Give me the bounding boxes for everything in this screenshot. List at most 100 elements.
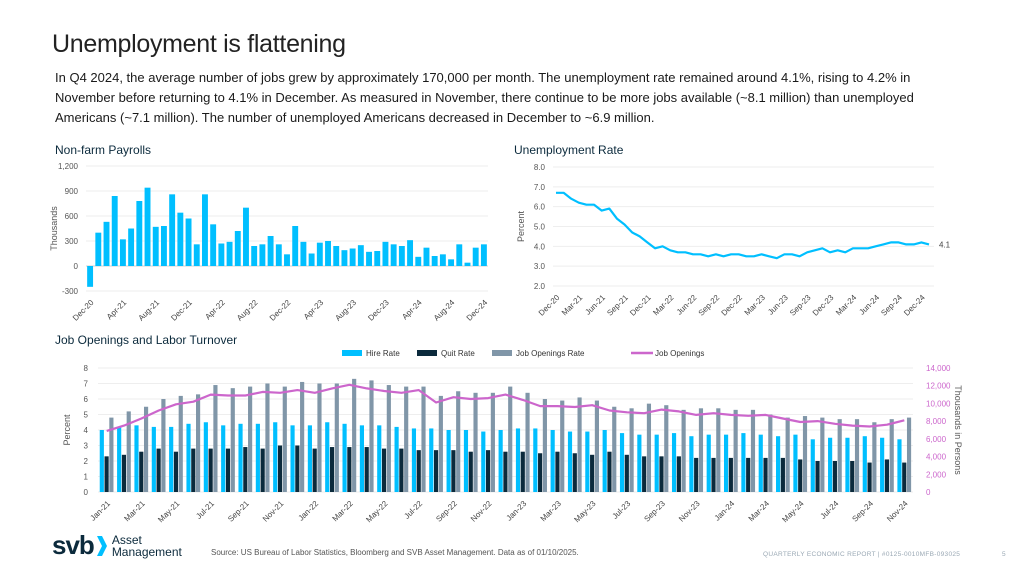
hire-rate-bar <box>637 434 642 492</box>
hire-rate-bar <box>325 422 330 492</box>
payroll-bar <box>325 241 331 266</box>
x-tick-label: Sep-21 <box>226 499 251 524</box>
payroll-bar <box>210 224 217 266</box>
quit-rate-bar <box>104 456 109 492</box>
x-tick-label: May-22 <box>364 499 390 525</box>
payroll-bar <box>193 244 200 266</box>
y-tick-label: 7 <box>84 380 89 389</box>
hire-rate-bar <box>828 437 833 492</box>
hire-rate-bar <box>203 422 208 492</box>
quit-rate-bar <box>260 448 265 492</box>
quit-rate-bar <box>607 451 612 492</box>
job-openings-rate-bar <box>386 385 391 492</box>
payroll-bar <box>136 201 143 266</box>
jolts-chart: 0 1 2 3 4 5 6 7 8 0 2,000 4,000 6,000 8,000 10,000 12,0… <box>62 349 963 525</box>
job-openings-rate-bar <box>629 408 634 492</box>
quit-rate-bar <box>121 454 127 492</box>
quit-rate-bar <box>347 447 352 492</box>
y-tick-label: 600 <box>65 212 79 221</box>
x-tick-label: Dec-22 <box>720 293 745 318</box>
logo-wordmark: svb <box>52 530 95 560</box>
payroll-bar <box>284 254 290 266</box>
x-tick-label: Jul-21 <box>194 499 216 521</box>
payroll-bar <box>472 247 479 266</box>
x-tick-label: Sep-24 <box>879 293 904 318</box>
quit-rate-bar <box>850 461 855 492</box>
y2-tick-label: 2,000 <box>926 470 947 479</box>
job-openings-rate-bar <box>854 419 860 492</box>
hire-rate-bar <box>793 434 798 492</box>
hire-rate-bar <box>99 430 104 492</box>
payroll-bar <box>267 236 274 266</box>
summary-paragraph: In Q4 2024, the average number of jobs g… <box>55 70 914 125</box>
job-openings-rate-bar <box>646 403 652 492</box>
quit-rate-bar <box>590 454 595 492</box>
x-tick-label: Jan-23 <box>505 499 529 523</box>
payrolls-chart: -300 0 300 600 900 1,200 Thousands Dec-20 Apr-21… <box>49 162 490 323</box>
hire-rate-bar <box>585 431 590 492</box>
x-tick-label: May-21 <box>156 499 182 525</box>
y2-tick-label: 14,000 <box>926 364 951 373</box>
job-openings-rate-bar <box>438 395 443 492</box>
report-id: QUARTERLY ECONOMIC REPORT | #0125-0010MF… <box>763 551 961 558</box>
payroll-bar <box>439 254 446 266</box>
x-tick-label: Mar-21 <box>122 499 147 524</box>
x-tick-label: Mar-24 <box>747 499 772 524</box>
job-openings-rate-bar <box>126 411 131 492</box>
quit-rate-bar <box>624 454 629 492</box>
payroll-bar <box>218 243 225 266</box>
x-tick-label: Aug-24 <box>432 298 457 323</box>
y-tick-label: 4 <box>84 426 89 435</box>
job-openings-rate-bar <box>681 409 686 492</box>
payroll-bar <box>243 207 249 266</box>
quit-rate-bar <box>243 447 248 492</box>
quit-rate-bar <box>815 461 820 492</box>
job-openings-rate-bar <box>889 419 894 492</box>
job-openings-rate-bar <box>421 386 426 492</box>
quit-rate-bar <box>832 461 837 492</box>
quit-rate-bar <box>139 451 144 492</box>
job-openings-rate-bar <box>716 408 721 492</box>
job-openings-rate-bar <box>594 400 599 492</box>
job-openings-rate-bar <box>352 378 357 492</box>
payroll-bar <box>448 259 455 266</box>
legend-label: Job Openings Rate <box>516 349 585 358</box>
payroll-bar <box>398 246 405 266</box>
payroll-bar <box>423 247 430 266</box>
payroll-bar <box>357 245 364 266</box>
payroll-bar <box>308 253 315 266</box>
hire-rate-bar <box>377 425 382 492</box>
payroll-bar <box>390 244 397 266</box>
y2-tick-label: 8,000 <box>926 417 947 426</box>
y-tick-label: 1,200 <box>58 162 79 171</box>
y-tick-label: 1 <box>84 473 89 482</box>
x-tick-label: Dec-23 <box>366 298 391 323</box>
quit-rate-bar <box>451 450 456 492</box>
payroll-bar <box>407 240 414 266</box>
job-openings-rate-bar <box>837 419 842 492</box>
y2-axis-label: Thousands in Persons <box>953 385 963 475</box>
x-tick-label: Mar-22 <box>651 293 676 318</box>
hire-rate-bar <box>186 423 191 492</box>
job-openings-rate-bar <box>282 386 287 492</box>
job-openings-rate-bar <box>802 416 808 492</box>
y-tick-label: 3.0 <box>534 262 546 271</box>
hire-rate-bar <box>134 425 139 492</box>
job-openings-rate-bar <box>230 388 235 492</box>
x-tick-label: Mar-21 <box>560 293 585 318</box>
x-tick-label: Jan-24 <box>713 499 737 523</box>
job-openings-rate-bar <box>750 409 756 492</box>
x-tick-label: Sep-22 <box>697 293 722 318</box>
x-tick-label: Jan-21 <box>88 499 112 523</box>
x-tick-label: Mar-23 <box>743 293 768 318</box>
x-tick-label: Mar-22 <box>331 499 356 524</box>
job-openings-rate-bar <box>560 400 565 492</box>
payroll-bar <box>275 244 282 266</box>
x-tick-label: Nov-22 <box>469 499 494 524</box>
hire-rate-bar <box>619 433 625 492</box>
x-tick-label: Dec-24 <box>465 298 490 323</box>
job-openings-rate-bar <box>161 399 166 492</box>
quit-rate-bar <box>468 451 473 492</box>
x-tick-label: Jun-24 <box>857 293 881 317</box>
job-openings-rate-bar <box>525 392 530 492</box>
